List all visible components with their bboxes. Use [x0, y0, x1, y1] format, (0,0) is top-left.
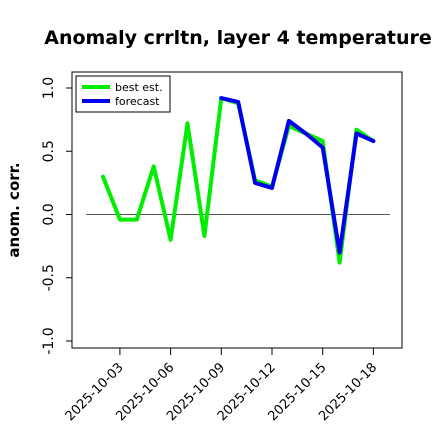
y-axis-label: anom. corr. [5, 162, 23, 257]
legend-label-forecast: forecast [115, 95, 160, 108]
y-axis: -1.0 -0.5 0.0 0.5 1.0 [41, 77, 72, 355]
series-line-forecast [219, 96, 376, 255]
y-tick-label: -0.5 [41, 264, 57, 291]
y-tick-label: 0.5 [41, 140, 57, 162]
y-tick-label: -1.0 [41, 327, 57, 354]
y-tick-label: 0.0 [41, 203, 57, 225]
y-tick-label: 1.0 [41, 77, 57, 99]
legend-box [75, 75, 171, 113]
legend: best est. forecast [75, 75, 171, 113]
legend-label-best-est: best est. [115, 81, 163, 94]
plot-frame [71, 71, 403, 349]
x-axis: 2025-10-032025-10-062025-10-092025-10-12… [63, 348, 380, 424]
series-layer [101, 96, 376, 265]
series-line-best-est [101, 96, 376, 265]
chart-title: Anomaly crrltn, layer 4 temperature [44, 27, 432, 49]
